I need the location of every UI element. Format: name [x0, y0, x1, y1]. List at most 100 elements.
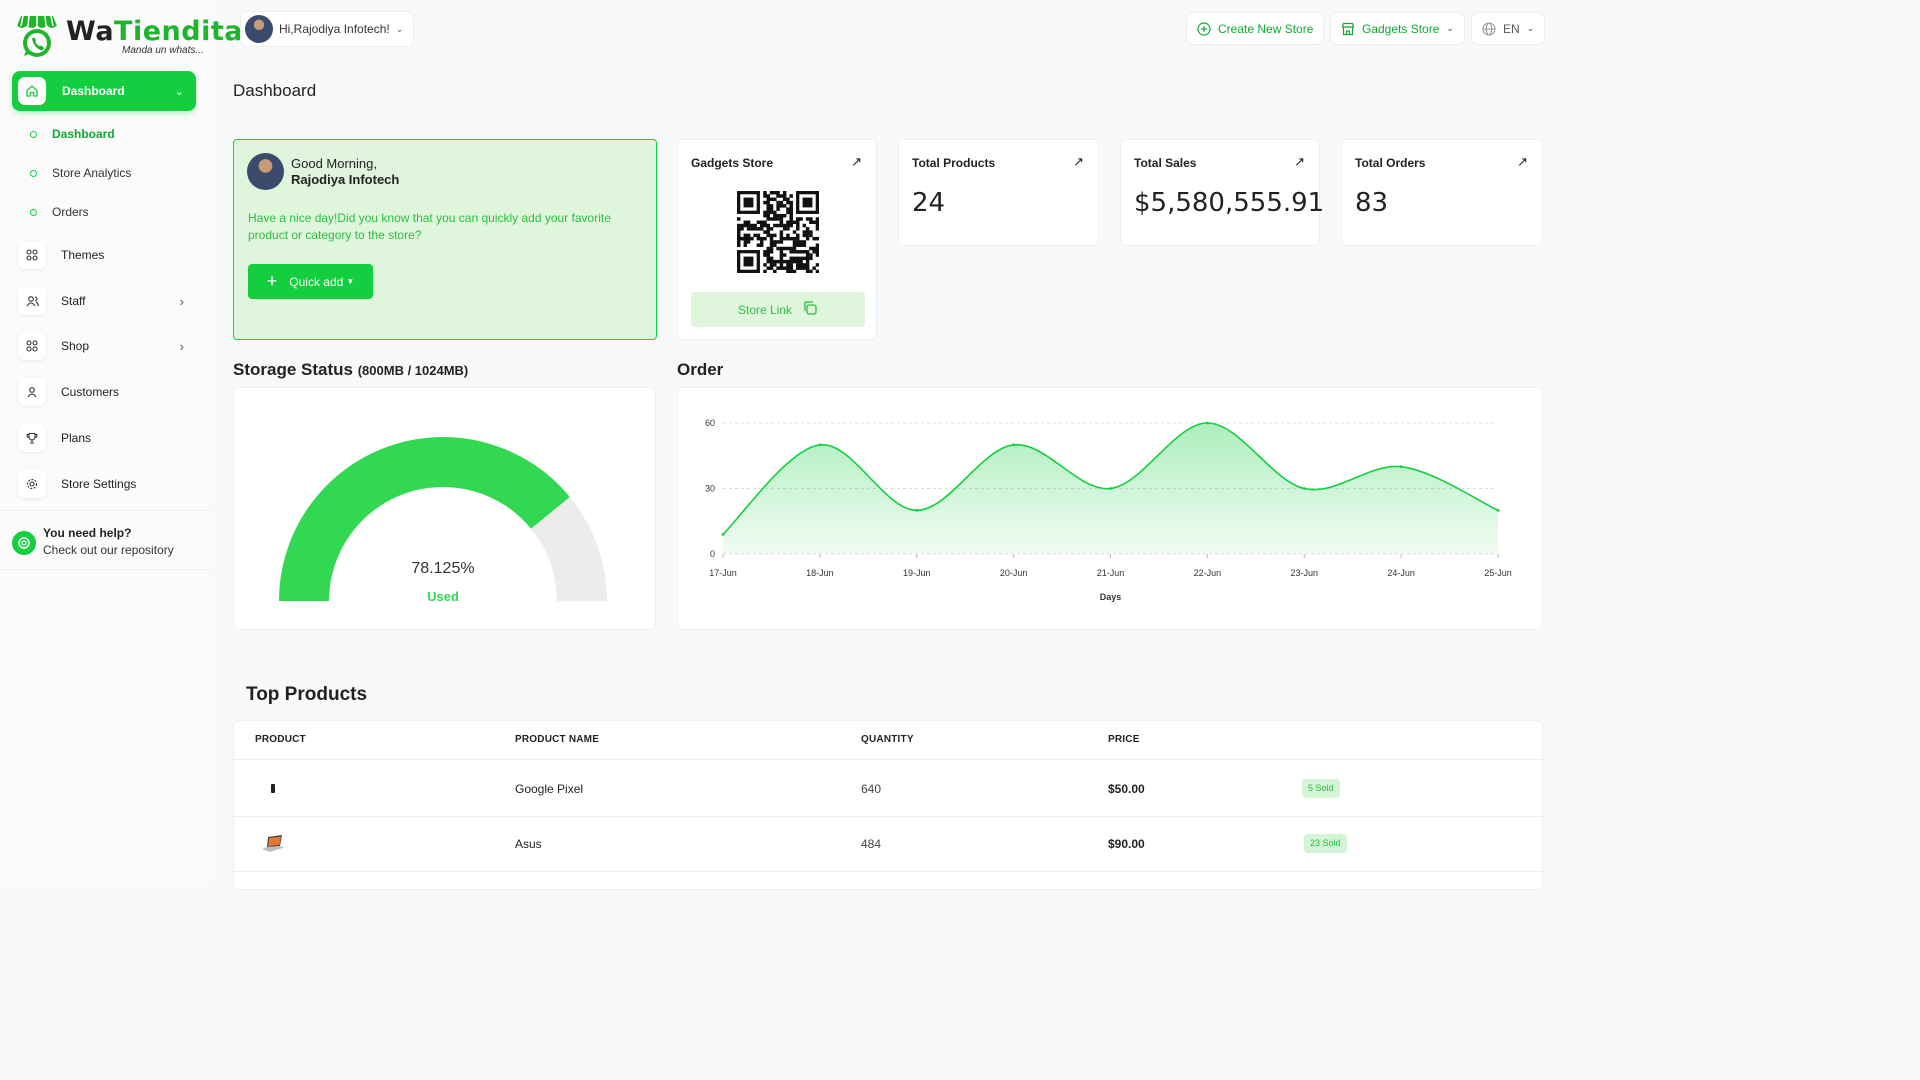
sidebar-item-label: Themes — [61, 248, 105, 262]
data-point[interactable] — [1302, 487, 1306, 490]
data-point[interactable] — [1109, 487, 1112, 490]
help-lifebuoy-icon — [12, 531, 36, 555]
laptop-icon — [260, 834, 286, 859]
x-tick-label: 25-Jun — [1484, 568, 1512, 578]
order-chart: 0 30 60 17-Jun 18-Jun 19-Jun 20-Jun 21-Jun 22-Ju… — [705, 418, 1512, 602]
create-store-button[interactable]: Create New Store — [1186, 12, 1325, 45]
data-point[interactable] — [1399, 465, 1403, 469]
external-arrow-icon[interactable]: ↗ — [1073, 154, 1084, 169]
sidebar-item-themes[interactable]: Themes — [18, 240, 196, 270]
sidebar-subitem-label: Dashboard — [52, 127, 115, 141]
bullet-icon — [30, 208, 37, 216]
order-title: Order — [677, 360, 724, 379]
sidebar-item-label: Store Settings — [61, 477, 137, 491]
x-tick-label: 17-Jun — [709, 568, 737, 578]
divider — [234, 871, 1544, 872]
column-header: PRODUCT — [255, 734, 306, 745]
bullet-icon — [30, 130, 37, 138]
storage-gauge: 78.125% Used — [279, 437, 607, 604]
copy-icon — [802, 300, 818, 319]
sidebar-item-plans[interactable]: Plans — [18, 423, 196, 453]
grid-icon — [18, 241, 46, 269]
gauge-percent: 78.125% — [411, 560, 474, 577]
sidebar-item-shop[interactable]: Shop › — [18, 331, 196, 361]
data-point[interactable] — [1012, 443, 1016, 447]
stat-value: 24 — [912, 188, 946, 218]
product-quantity: 640 — [861, 782, 882, 796]
language-select[interactable]: EN ⌄ — [1471, 12, 1546, 45]
greeting-name: Rajodiya Infotech — [291, 172, 400, 187]
plus-circle-icon — [1197, 21, 1211, 36]
sidebar: WaTiendita Manda un whats... Dashboard ⌄… — [0, 0, 242, 882]
store-icon — [1341, 22, 1355, 36]
sidebar-item-customers[interactable]: Customers — [18, 377, 196, 407]
divider — [234, 816, 1544, 817]
product-name: Google Pixel — [515, 782, 584, 796]
product-price: $90.00 — [1108, 837, 1145, 851]
data-point[interactable] — [1205, 421, 1209, 425]
quick-add-button[interactable]: + Quick add ▼ — [248, 264, 373, 299]
store-link-button[interactable]: Store Link — [691, 292, 865, 327]
storage-card: 78.125% Used — [233, 387, 656, 630]
divider — [234, 759, 1544, 760]
language-value: EN — [1503, 21, 1520, 36]
stat-value: $5,580,555.91 — [1134, 188, 1325, 218]
stat-value: 83 — [1355, 188, 1389, 218]
sidebar-item-dashboard[interactable]: Dashboard ⌄ — [12, 71, 196, 111]
sold-badge: 5 Sold — [1302, 779, 1340, 798]
top-products-table: PRODUCT PRODUCT NAME QUANTITY PRICE Goog… — [233, 720, 1544, 890]
quick-add-label: Quick add — [289, 274, 344, 289]
data-point[interactable] — [721, 532, 725, 536]
brand-tagline: Manda un whats... — [122, 45, 204, 56]
stat-card-total-orders: Total Orders ↗ 83 — [1341, 139, 1543, 246]
brand-name: WaTiendita — [66, 16, 243, 47]
sidebar-subitem-dashboard[interactable]: Dashboard — [30, 127, 115, 141]
gear-icon — [18, 470, 46, 498]
user-menu[interactable]: Hi,Rajodiya Infotech! ⌄ — [240, 11, 415, 47]
store-select-value: Gadgets Store — [1362, 21, 1440, 36]
brand-logo[interactable]: WaTiendita Manda un whats... — [14, 12, 243, 60]
chevron-down-icon: ⌄ — [1446, 23, 1454, 33]
sidebar-item-label: Plans — [61, 431, 92, 445]
sidebar-item-label: Staff — [61, 294, 86, 308]
globe-icon — [1482, 21, 1496, 36]
store-select[interactable]: Gadgets Store ⌄ — [1330, 12, 1465, 45]
qr-code[interactable] — [737, 191, 819, 273]
external-arrow-icon[interactable]: ↗ — [1517, 154, 1528, 169]
data-point[interactable] — [1496, 508, 1500, 512]
user-icon — [18, 378, 46, 406]
sidebar-item-store-settings[interactable]: Store Settings — [18, 469, 196, 499]
stat-card-total-products: Total Products ↗ 24 — [898, 139, 1099, 246]
y-tick-label: 30 — [705, 484, 715, 494]
storage-title-text: Storage Status — [233, 360, 353, 379]
phone-icon — [271, 784, 275, 793]
data-point[interactable] — [915, 508, 919, 512]
help-title: You need help? — [43, 526, 132, 540]
users-icon — [18, 287, 46, 315]
sidebar-subitem-label: Store Analytics — [52, 166, 132, 180]
help-link[interactable]: Check out our repository — [43, 543, 174, 557]
bullet-icon — [30, 169, 37, 177]
greeting-card: Good Morning, Rajodiya Infotech Have a n… — [233, 139, 657, 340]
store-card-title: Gadgets Store — [691, 156, 774, 170]
user-greeting: Hi,Rajodiya Infotech! — [279, 22, 390, 36]
help-box[interactable]: You need help? Check out our repository — [0, 510, 209, 570]
data-point[interactable] — [818, 443, 822, 447]
create-store-label: Create New Store — [1218, 21, 1314, 36]
x-tick-label: 20-Jun — [1000, 568, 1028, 578]
external-arrow-icon[interactable]: ↗ — [851, 154, 862, 169]
sidebar-item-staff[interactable]: Staff › — [18, 286, 196, 316]
sidebar-subitem-orders[interactable]: Orders — [30, 205, 89, 219]
trophy-icon — [18, 424, 46, 452]
gauge-used-arc — [279, 437, 570, 601]
sidebar-subitem-store-analytics[interactable]: Store Analytics — [30, 166, 131, 180]
store-qr-card: Gadgets Store ↗ Store Link — [677, 139, 877, 340]
gauge-free-arc — [531, 496, 607, 601]
external-arrow-icon[interactable]: ↗ — [1294, 154, 1305, 169]
x-tick-label: 23-Jun — [1290, 568, 1318, 578]
sold-badge: 23 Sold — [1304, 834, 1347, 853]
plus-icon: + — [266, 271, 278, 291]
greeting-line: Good Morning, — [291, 156, 377, 171]
stat-title: Total Sales — [1134, 156, 1197, 170]
chevron-down-icon: ⌄ — [1526, 23, 1535, 33]
